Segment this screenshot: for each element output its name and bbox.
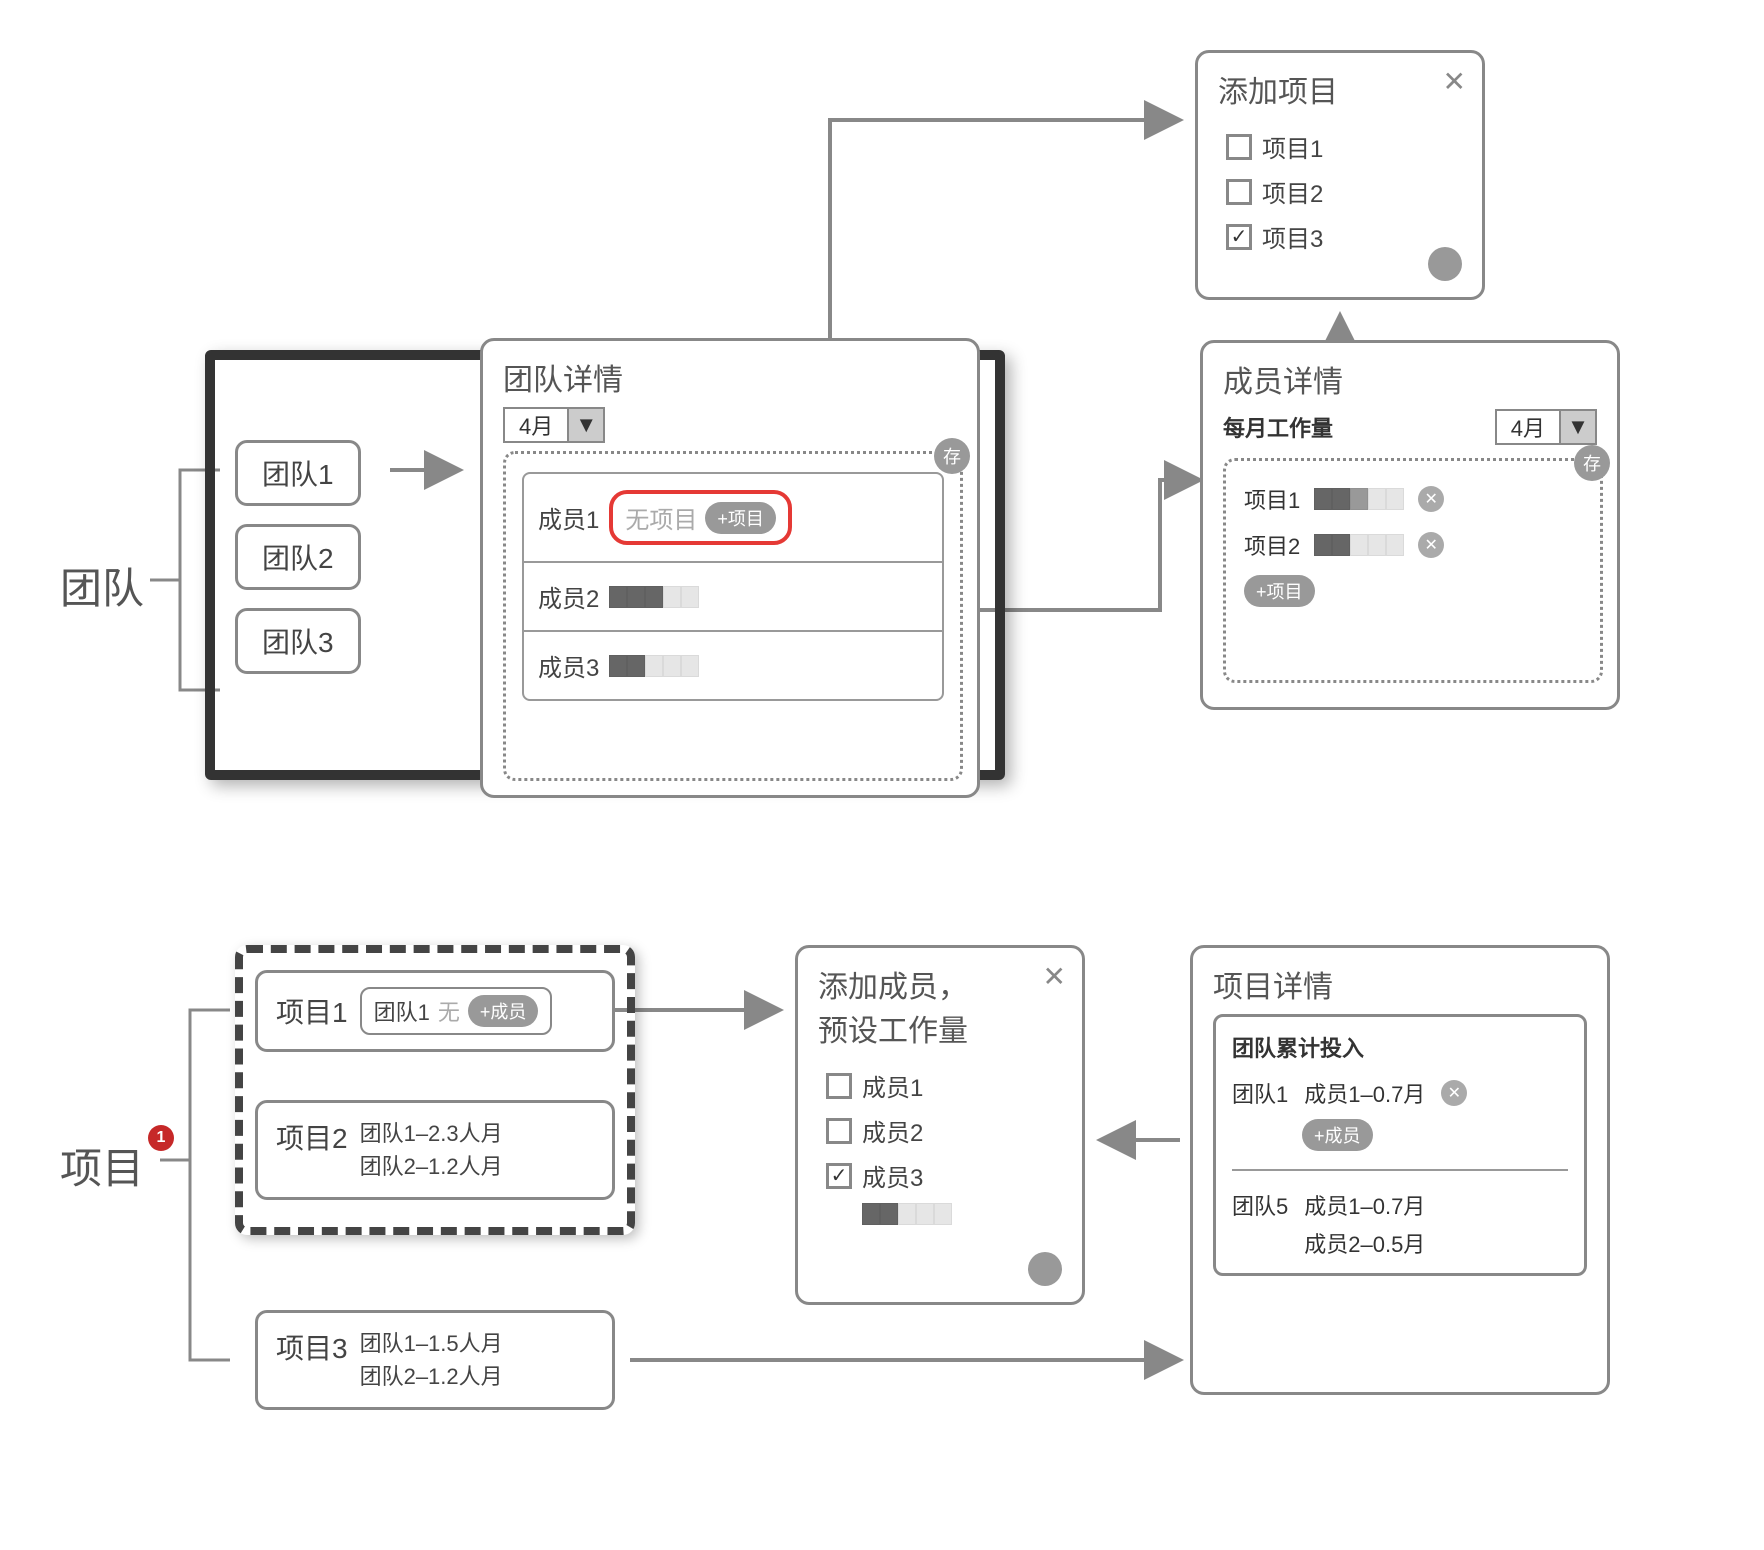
member-detail-panel: 成员详情 每月工作量 4月 ▼ 存 项目1 ✕ 项目2 — [1200, 340, 1620, 710]
project-name: 项目2 — [276, 1117, 348, 1157]
member-row-2[interactable]: 成员2 — [524, 561, 942, 630]
checkbox-icon — [826, 1118, 852, 1144]
remove-icon[interactable]: ✕ — [1441, 1080, 1467, 1106]
month-dropdown[interactable]: 4月 ▼ — [1495, 409, 1597, 445]
add-project-button[interactable]: +项目 — [1244, 575, 1315, 607]
notification-badge: 1 — [148, 1125, 174, 1151]
checkbox-icon — [826, 1073, 852, 1099]
member-detail-title: 成员详情 — [1203, 343, 1617, 409]
chevron-down-icon: ▼ — [1559, 411, 1595, 443]
team-detail-panel: 团队详情 4月 ▼ 存 成员1 无项目 +项目 成员2 — [480, 338, 980, 798]
checkbox-icon — [1226, 179, 1252, 205]
member-row-3[interactable]: 成员3 — [524, 630, 942, 699]
workload-cells — [1314, 488, 1404, 510]
workload-cells — [1314, 534, 1404, 556]
project-lines: 团队1–1.5人月 团队2–1.2人月 — [360, 1327, 503, 1393]
project-detail-subtitle: 团队累计投入 — [1232, 1031, 1568, 1063]
inner-team-label: 团队1 — [374, 995, 430, 1027]
member-detail-subtitle: 每月工作量 — [1223, 411, 1333, 443]
member-line: 成员2–0.5月 — [1304, 1227, 1425, 1259]
preset-workload-cells — [862, 1203, 952, 1225]
option-label: 项目3 — [1262, 219, 1323, 254]
option-label: 成员2 — [862, 1113, 923, 1148]
team-group-1: 团队1 成员1–0.7月 ✕ — [1232, 1077, 1568, 1109]
checkbox-icon — [1226, 134, 1252, 160]
team-detail-title: 团队详情 — [483, 341, 977, 407]
member-list-container: 存 成员1 无项目 +项目 成员2 成员3 — [503, 451, 963, 781]
member-line: 成员1–0.7月 — [1304, 1077, 1425, 1109]
none-text: 无 — [438, 995, 460, 1027]
project-option-3[interactable]: ✓ 项目3 — [1226, 219, 1454, 254]
project-item-2[interactable]: 项目2 团队1–2.3人月 团队2–1.2人月 — [255, 1100, 615, 1200]
team-label: 团队2 — [262, 537, 334, 577]
member-name: 成员1 — [538, 500, 599, 535]
checkbox-checked-icon: ✓ — [1226, 224, 1252, 250]
chevron-down-icon: ▼ — [567, 409, 603, 441]
team-label: 团队5 — [1232, 1189, 1288, 1259]
add-project-button[interactable]: +项目 — [705, 502, 776, 534]
no-project-highlight: 无项目 +项目 — [609, 490, 792, 545]
member-option-1[interactable]: 成员1 — [826, 1068, 1054, 1103]
confirm-button[interactable] — [1028, 1252, 1062, 1286]
project-label: 项目1 — [1244, 483, 1300, 515]
project-detail-title: 项目详情 — [1193, 948, 1607, 1014]
add-member-title-1: 添加成员， — [798, 948, 1082, 1006]
project-label: 项目2 — [1244, 529, 1300, 561]
add-member-title-2: 预设工作量 — [798, 1006, 1082, 1058]
project-name: 项目3 — [276, 1327, 348, 1367]
save-button[interactable]: 存 — [1574, 445, 1610, 481]
member-line: 成员1–0.7月 — [1304, 1189, 1425, 1221]
section-team-label: 团队 — [60, 555, 144, 616]
add-member-dialog: ✕ 添加成员， 预设工作量 成员1 成员2 ✓ 成员3 — [795, 945, 1085, 1305]
workload-cells — [609, 586, 699, 608]
add-member-button[interactable]: +成员 — [468, 995, 539, 1027]
option-label: 项目2 — [1262, 174, 1323, 209]
workload-cells — [609, 655, 699, 677]
workload-row-2: 项目2 ✕ — [1244, 529, 1582, 561]
no-project-text: 无项目 — [625, 500, 697, 535]
project-option-2[interactable]: 项目2 — [1226, 174, 1454, 209]
project-name: 项目1 — [276, 991, 348, 1031]
project-lines: 团队1–2.3人月 团队2–1.2人月 — [360, 1117, 503, 1183]
workload-row-1: 项目1 ✕ — [1244, 483, 1582, 515]
add-member-button[interactable]: +成员 — [1302, 1119, 1373, 1151]
section-project-label: 项目 — [60, 1135, 144, 1196]
member-row-1[interactable]: 成员1 无项目 +项目 — [524, 474, 942, 561]
month-label: 4月 — [505, 409, 567, 441]
project-option-1[interactable]: 项目1 — [1226, 129, 1454, 164]
save-button[interactable]: 存 — [934, 438, 970, 474]
option-label: 成员3 — [862, 1158, 923, 1193]
option-label: 成员1 — [862, 1068, 923, 1103]
month-dropdown[interactable]: 4月 ▼ — [503, 407, 605, 443]
team-item-2[interactable]: 团队2 — [235, 524, 361, 590]
project-detail-panel: 项目详情 团队累计投入 团队1 成员1–0.7月 ✕ +成员 团队5 成员1–0… — [1190, 945, 1610, 1395]
add-project-title: 添加项目 — [1198, 53, 1482, 119]
team-item-1[interactable]: 团队1 — [235, 440, 361, 506]
member-option-2[interactable]: 成员2 — [826, 1113, 1054, 1148]
month-label: 4月 — [1497, 411, 1559, 443]
remove-icon[interactable]: ✕ — [1418, 532, 1444, 558]
team-item-3[interactable]: 团队3 — [235, 608, 361, 674]
close-icon[interactable]: ✕ — [1443, 65, 1466, 98]
team-label: 团队1 — [262, 453, 334, 493]
confirm-button[interactable] — [1428, 247, 1462, 281]
workload-container: 存 项目1 ✕ 项目2 ✕ +项目 — [1223, 458, 1603, 683]
project-team-inline: 团队1 无 +成员 — [360, 987, 553, 1035]
member-name: 成员2 — [538, 579, 599, 614]
project-item-3[interactable]: 项目3 团队1–1.5人月 团队2–1.2人月 — [255, 1310, 615, 1410]
member-option-3[interactable]: ✓ 成员3 — [826, 1158, 1054, 1193]
close-icon[interactable]: ✕ — [1043, 960, 1066, 993]
remove-icon[interactable]: ✕ — [1418, 486, 1444, 512]
option-label: 项目1 — [1262, 129, 1323, 164]
team-label: 团队1 — [1232, 1077, 1288, 1109]
team-group-2: 团队5 成员1–0.7月 成员2–0.5月 — [1232, 1189, 1568, 1259]
project-item-1[interactable]: 项目1 团队1 无 +成员 — [255, 970, 615, 1052]
team-label: 团队3 — [262, 621, 334, 661]
member-name: 成员3 — [538, 648, 599, 683]
add-project-dialog: ✕ 添加项目 项目1 项目2 ✓ 项目3 — [1195, 50, 1485, 300]
checkbox-checked-icon: ✓ — [826, 1163, 852, 1189]
